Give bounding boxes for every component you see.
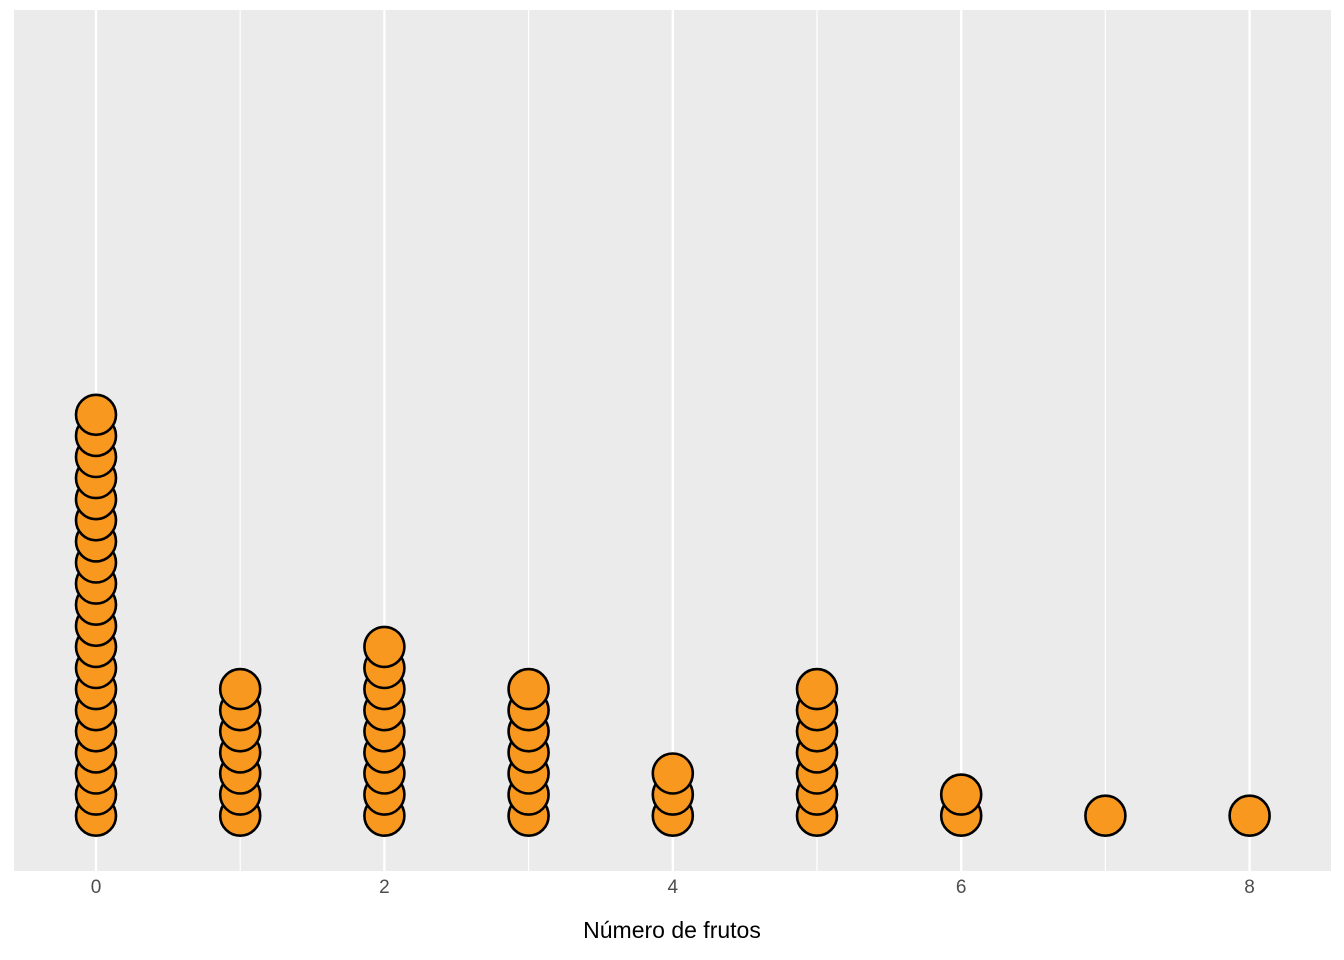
dot bbox=[1228, 794, 1271, 838]
dot bbox=[218, 667, 262, 711]
x-tick-label: 2 bbox=[379, 877, 390, 898]
x-axis-title: Número de frutos bbox=[583, 917, 761, 943]
dot bbox=[651, 752, 695, 795]
dot bbox=[795, 667, 839, 711]
dot bbox=[1084, 794, 1127, 838]
dot bbox=[363, 625, 406, 669]
dot bbox=[507, 667, 550, 711]
x-tick-label: 6 bbox=[956, 877, 967, 898]
dot bbox=[939, 773, 983, 816]
x-tick-label: 0 bbox=[91, 877, 102, 898]
x-tick-label: 8 bbox=[1244, 877, 1255, 898]
x-tick-label: 4 bbox=[668, 877, 679, 898]
dot bbox=[74, 393, 118, 437]
